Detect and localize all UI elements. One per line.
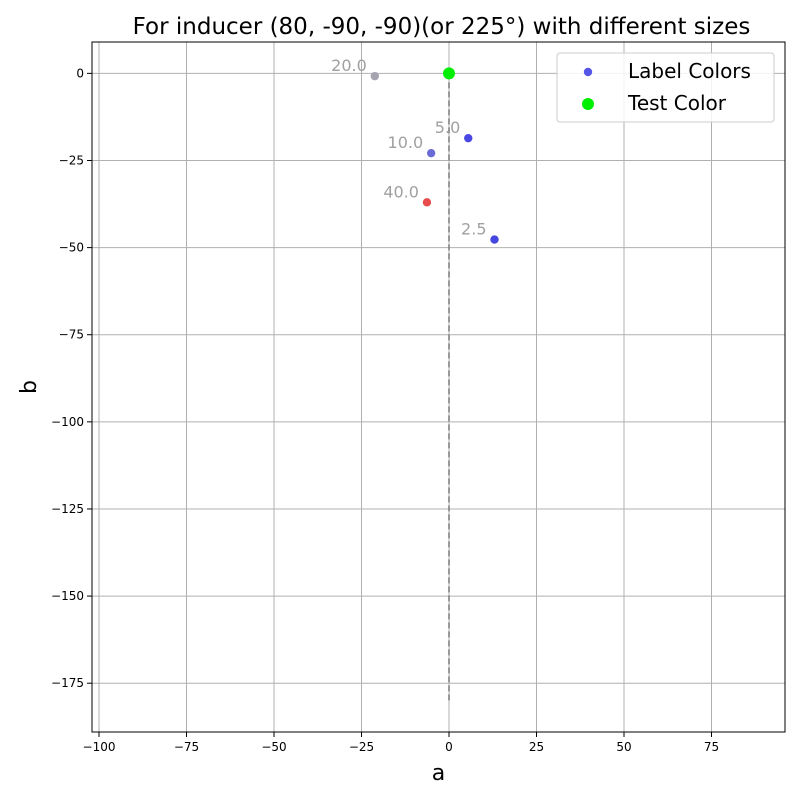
grid: [92, 42, 785, 732]
y-tick-label: −175: [51, 676, 84, 690]
legend-marker-label-colors: [583, 67, 593, 77]
point-size-label: 40.0: [383, 182, 419, 201]
legend-entry-label-colors: Label Colors: [628, 59, 751, 83]
x-tick-label: −100: [83, 740, 116, 754]
x-tick-label: 75: [704, 740, 719, 754]
point-size-label: 20.0: [331, 56, 367, 75]
legend: Label Colors Test Color: [556, 52, 775, 123]
legend-entry-test-color: Test Color: [627, 91, 727, 115]
x-tick-label: −25: [349, 740, 374, 754]
x-axis-label: a: [432, 761, 445, 786]
label-color-point: [370, 71, 379, 81]
x-tick-label: 0: [445, 740, 453, 754]
ticks: −100 −75 −50 −25 0 25 50 75 0 −25 −50 −75 −100 −125 −1…: [51, 66, 719, 754]
label-color-point: [422, 198, 432, 207]
point-size-label: 5.0: [435, 118, 460, 137]
point-size-label: 2.5: [461, 220, 486, 239]
y-tick-label: 0: [76, 66, 84, 80]
x-tick-label: −75: [174, 740, 199, 754]
point-size-label: 10.0: [388, 133, 424, 152]
y-tick-label: −75: [59, 328, 84, 342]
y-axis-label: b: [17, 380, 42, 394]
test-color-point: [443, 67, 455, 80]
chart-title: For inducer (80, -90, -90)(or 225°) with…: [133, 14, 751, 40]
data-points: 20.0 5.0 10.0 40.0 2.5: [331, 56, 499, 244]
y-tick-label: −125: [51, 502, 84, 516]
y-tick-label: −25: [59, 153, 84, 167]
plot-frame: [91, 41, 786, 733]
y-tick-label: −50: [59, 241, 84, 255]
label-color-point: [426, 148, 436, 158]
y-tick-label: −100: [51, 415, 84, 429]
x-tick-label: 50: [616, 740, 631, 754]
label-color-point: [490, 235, 499, 244]
x-tick-label: −50: [261, 740, 286, 754]
x-tick-label: 25: [529, 740, 544, 754]
legend-marker-test-color: [582, 98, 594, 110]
legend-box: [556, 52, 775, 123]
y-tick-label: −150: [51, 589, 84, 603]
label-color-point: [464, 133, 473, 143]
